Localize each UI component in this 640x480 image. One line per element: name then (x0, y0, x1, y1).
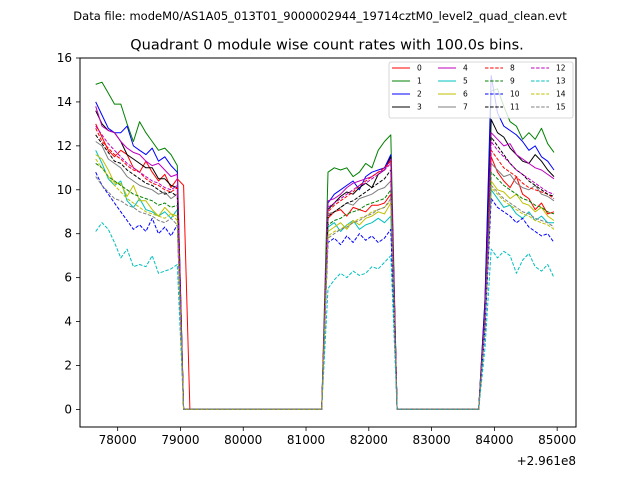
x-tick-label: 78000 (99, 433, 137, 447)
legend-label-0: 0 (417, 64, 422, 73)
legend-label-15: 15 (556, 103, 566, 112)
x-axis: 78000 79000 80000 81000 82000 83000 84000 85000 (99, 427, 576, 447)
series-line-4 (95, 106, 555, 410)
legend-label-6: 6 (463, 90, 468, 99)
y-tick-label: 0 (64, 402, 72, 416)
legend-label-11: 11 (510, 103, 520, 112)
suptitle: Data file: modeM0/AS1A05_013T01_90000029… (73, 9, 567, 23)
y-tick-label: 2 (64, 359, 72, 373)
y-tick-label: 6 (64, 271, 72, 285)
x-tick-label: 80000 (224, 433, 262, 447)
legend-label-4: 4 (463, 64, 468, 73)
legend-label-2: 2 (417, 90, 422, 99)
legend-label-12: 12 (556, 64, 566, 73)
legend-label-9: 9 (510, 77, 515, 86)
series-line-12 (95, 125, 555, 410)
series-line-2 (95, 75, 555, 410)
legend-label-5: 5 (463, 77, 468, 86)
legend-label-10: 10 (510, 90, 520, 99)
series-line-3 (95, 110, 555, 410)
x-tick-label: 84000 (475, 433, 513, 447)
y-tick-label: 10 (57, 183, 72, 197)
legend-label-7: 7 (463, 103, 468, 112)
y-tick-label: 16 (57, 51, 72, 65)
x-tick-label: 81000 (287, 433, 325, 447)
legend-frame (388, 61, 574, 119)
series-line-11 (95, 134, 555, 410)
legend-label-1: 1 (417, 77, 422, 86)
series-line-15 (95, 176, 555, 410)
y-tick-label: 8 (64, 227, 72, 241)
plot-frame (79, 57, 577, 428)
series-line-13 (95, 222, 555, 410)
y-tick-label: 14 (57, 95, 72, 109)
legend-label-14: 14 (556, 90, 566, 99)
chart-title: Quadrant 0 module wise count rates with … (130, 38, 524, 54)
legend-label-8: 8 (510, 64, 515, 73)
series-line-6 (95, 154, 555, 410)
series-layer (95, 75, 555, 410)
x-tick-label: 83000 (413, 433, 451, 447)
y-tick-label: 4 (64, 315, 72, 329)
x-tick-label: 82000 (350, 433, 388, 447)
x-tick-label: 79000 (161, 433, 199, 447)
legend-label-3: 3 (417, 103, 422, 112)
x-tick-label: 85000 (538, 433, 576, 447)
legend-label-13: 13 (556, 77, 566, 86)
series-line-10 (95, 171, 555, 410)
x-offset-text: +2.961e8 (517, 454, 576, 468)
series-line-14 (95, 158, 555, 410)
y-tick-label: 12 (57, 139, 72, 153)
series-line-8 (95, 128, 555, 410)
plot-axes: 78000 79000 80000 81000 82000 83000 84000 85000… (57, 51, 577, 468)
series-line-9 (95, 162, 555, 410)
y-axis: 0 2 4 6 8 10 12 14 16 (57, 51, 80, 416)
